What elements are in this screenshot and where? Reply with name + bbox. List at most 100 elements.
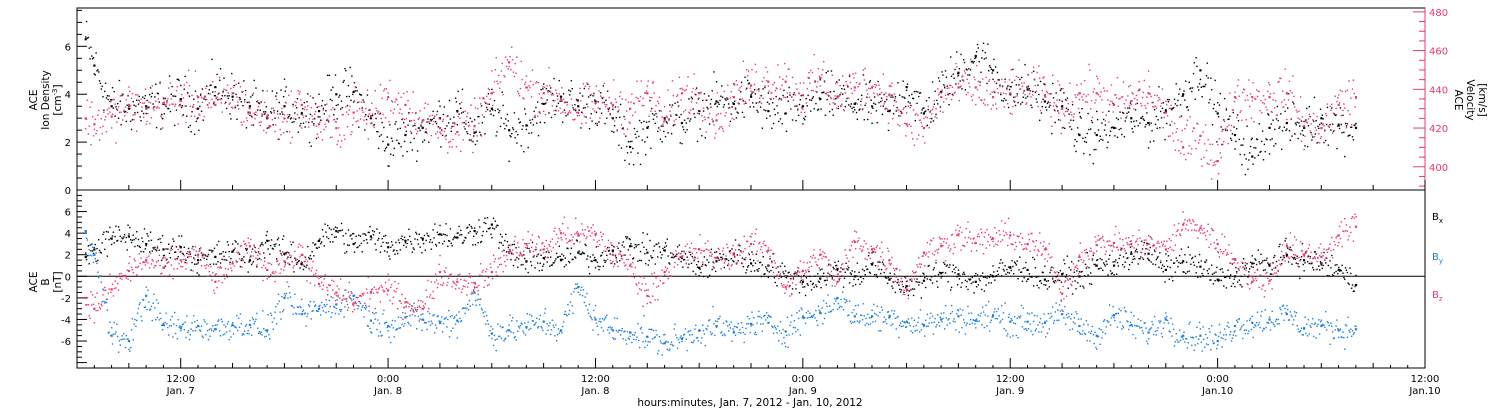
by-trace-point xyxy=(136,319,138,322)
bx-trace-point xyxy=(244,261,246,264)
density-trace-point xyxy=(661,140,663,143)
density-trace-point xyxy=(471,120,473,123)
velocity-trace-point xyxy=(385,88,388,90)
bx-trace-point xyxy=(1194,255,1196,258)
velocity-trace-point xyxy=(676,95,678,98)
bx-trace-point xyxy=(586,258,588,260)
density-trace-point xyxy=(657,130,659,133)
velocity-trace-point xyxy=(1337,94,1340,96)
bx-trace-point xyxy=(512,264,515,267)
density-trace-point xyxy=(1245,158,1247,160)
density-trace-point xyxy=(949,92,951,95)
velocity-trace-point xyxy=(880,91,883,94)
density-trace-point xyxy=(1248,152,1251,154)
bx-trace-point xyxy=(1326,274,1329,277)
bx-trace-point xyxy=(447,239,450,242)
by-trace-point xyxy=(201,335,204,337)
density-trace-point xyxy=(466,132,469,135)
velocity-trace-point xyxy=(136,94,139,96)
velocity-trace-point xyxy=(1038,65,1040,67)
velocity-trace-point xyxy=(595,85,598,87)
density-trace-point xyxy=(841,87,843,90)
velocity-trace-point xyxy=(620,124,623,126)
bx-trace-point xyxy=(1288,248,1291,251)
velocity-trace-point xyxy=(629,122,631,124)
bx-trace-point xyxy=(713,267,715,269)
velocity-trace-point xyxy=(650,110,652,112)
bx-trace-point xyxy=(1062,272,1064,274)
velocity-trace-point xyxy=(671,80,674,82)
bx-trace-point xyxy=(1348,283,1350,286)
velocity-trace-point xyxy=(870,112,872,115)
velocity-trace-point xyxy=(1004,81,1006,83)
velocity-trace-point xyxy=(463,126,465,128)
bx-trace-point xyxy=(129,239,132,241)
bx-trace-point xyxy=(185,259,187,262)
bx-trace-point xyxy=(974,275,976,277)
density-trace-point xyxy=(475,131,478,133)
bx-trace-point xyxy=(976,274,979,276)
by-trace-point xyxy=(96,262,98,265)
bx-trace-point xyxy=(1108,258,1110,260)
density-trace-point xyxy=(260,101,262,103)
density-trace-point xyxy=(1317,125,1319,128)
velocity-trace-point xyxy=(269,125,272,127)
bx-trace-point xyxy=(316,247,319,250)
bx-trace-point xyxy=(1236,271,1238,273)
density-trace-point xyxy=(308,141,311,144)
bx-trace-point xyxy=(795,288,797,290)
density-trace-point xyxy=(158,101,160,103)
velocity-trace-point xyxy=(1165,100,1167,102)
bx-trace-point xyxy=(454,235,456,238)
density-trace-point xyxy=(1217,115,1220,118)
density-trace-point xyxy=(1109,134,1111,137)
density-trace-point xyxy=(238,96,241,99)
density-point xyxy=(1147,121,1150,125)
bx-trace-point xyxy=(717,257,719,259)
bx-trace-point xyxy=(137,238,140,241)
bx-trace-point xyxy=(820,286,822,289)
velocity-trace-point xyxy=(688,111,690,114)
density-point xyxy=(991,69,995,72)
velocity-trace-point xyxy=(1086,101,1088,103)
density-trace-point xyxy=(244,99,246,101)
bx-trace-point xyxy=(949,264,951,266)
bx-trace-point xyxy=(523,254,525,256)
velocity-trace-point xyxy=(1191,147,1193,150)
bx-trace-point xyxy=(991,274,993,277)
velocity-trace-point xyxy=(1285,103,1287,106)
density-trace-point xyxy=(975,56,977,59)
bx-trace-point xyxy=(1313,251,1316,253)
density-trace-point xyxy=(778,97,781,100)
bx-trace-point xyxy=(1012,265,1014,268)
by-trace-point xyxy=(198,325,200,328)
bx-trace-point xyxy=(1002,268,1005,271)
density-trace-point xyxy=(928,96,930,99)
bx-trace-point xyxy=(708,261,710,264)
density-trace-point xyxy=(1145,123,1147,126)
bx-trace-point xyxy=(222,251,224,253)
bx-trace-point xyxy=(628,238,630,240)
bx-trace-point xyxy=(176,258,179,260)
velocity-trace-point xyxy=(1189,116,1191,118)
velocity-trace-point xyxy=(690,101,693,103)
by-point xyxy=(1112,314,1116,317)
bx-point xyxy=(698,266,701,269)
bx-trace-point xyxy=(1242,262,1244,264)
bx-point xyxy=(905,285,908,288)
velocity-trace-point xyxy=(1116,76,1119,79)
velocity-trace-point xyxy=(1225,107,1228,109)
density-trace-point xyxy=(765,109,767,112)
velocity-trace-point xyxy=(528,85,530,87)
velocity-trace-point xyxy=(1210,159,1212,161)
by-trace-point xyxy=(240,323,242,325)
bx-trace-point xyxy=(1039,279,1042,282)
density-trace-point xyxy=(1117,118,1120,121)
velocity-trace-point xyxy=(247,113,249,115)
density-trace-point xyxy=(425,131,427,133)
velocity-trace-point xyxy=(1109,103,1111,106)
density-trace-point xyxy=(1008,88,1011,91)
velocity-trace-point xyxy=(1099,95,1101,98)
velocity-trace-point xyxy=(1056,99,1058,101)
bx-trace-point xyxy=(641,241,643,244)
